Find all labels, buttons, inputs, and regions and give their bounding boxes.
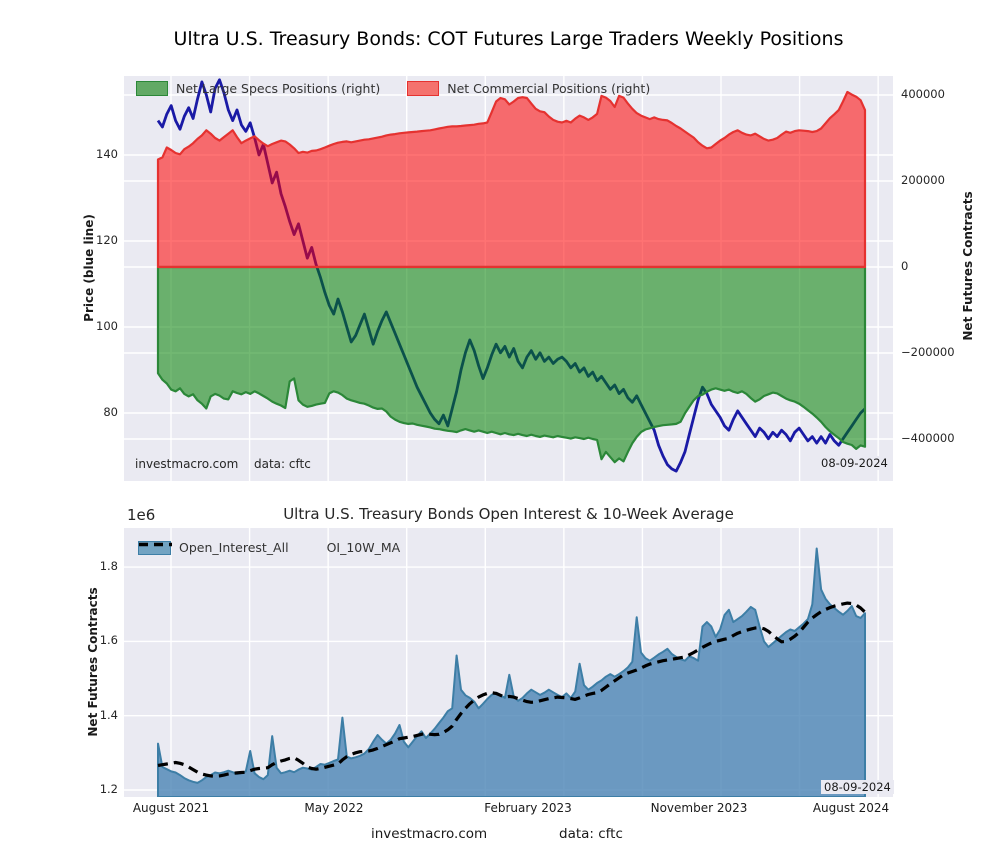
bottom-x-tick: May 2022 xyxy=(304,801,364,815)
bottom-x-tick: February 2023 xyxy=(484,801,572,815)
bottom-left-tick: 1.8 xyxy=(99,559,118,574)
top-left-axis-label: Price (blue line) xyxy=(82,214,96,322)
top-right-tick: 0 xyxy=(901,259,909,273)
bottom-legend: Open_Interest_All OI_10W_MA xyxy=(138,540,400,555)
bottom-chart-title: Ultra U.S. Treasury Bonds Open Interest … xyxy=(283,505,734,523)
legend-entry-ma: OI_10W_MA xyxy=(139,540,401,555)
legend-label-commercial: Net Commercial Positions (right) xyxy=(447,81,651,96)
bottom-chart-date: 08-09-2024 xyxy=(821,780,894,794)
legend-label-open-interest: Open_Interest_All xyxy=(179,540,289,555)
bottom-left-tick: 1.6 xyxy=(99,633,118,648)
footer-source: data: cftc xyxy=(559,826,623,842)
figure-title: Ultra U.S. Treasury Bonds: COT Futures L… xyxy=(173,28,844,50)
legend-label-ma: OI_10W_MA xyxy=(326,540,401,555)
top-right-tick: 400000 xyxy=(901,87,945,101)
top-right-tick: −400000 xyxy=(901,431,955,445)
bottom-left-tick: 1.4 xyxy=(99,707,118,722)
top-chart: Net Large Specs Positions (right) Net Co… xyxy=(124,76,893,481)
specs-swatch-icon xyxy=(136,81,168,96)
bottom-x-tick: August 2021 xyxy=(132,801,210,815)
top-chart-date: 08-09-2024 xyxy=(818,456,891,470)
top-left-tick: 120 xyxy=(96,233,118,247)
commercial-swatch-icon xyxy=(407,81,440,96)
top-left-tick: 140 xyxy=(96,147,118,161)
top-legend: Net Large Specs Positions (right) Net Co… xyxy=(136,81,650,96)
bottom-chart-plot xyxy=(124,528,893,797)
watermark-source: data: cftc xyxy=(254,457,311,471)
watermark-site: investmacro.com xyxy=(135,457,239,471)
bottom-left-tick: 1.2 xyxy=(99,782,118,796)
top-right-axis-label: Net Futures Contracts xyxy=(961,191,975,341)
axis-offset-label: 1e6 xyxy=(127,506,156,524)
footer-site: investmacro.com xyxy=(371,826,488,842)
top-chart-plot xyxy=(124,76,893,481)
bottom-x-tick: November 2023 xyxy=(650,801,748,815)
top-right-tick: −200000 xyxy=(901,345,955,359)
top-left-tick: 80 xyxy=(103,405,118,419)
legend-entry-commercial: Net Commercial Positions (right) xyxy=(407,81,650,96)
legend-entry-specs: Net Large Specs Positions (right) xyxy=(136,81,380,96)
top-left-tick: 100 xyxy=(96,319,118,333)
bottom-chart: Open_Interest_All OI_10W_MA 08-09-2024 xyxy=(124,528,894,797)
legend-label-specs: Net Large Specs Positions (right) xyxy=(176,81,381,96)
bottom-x-tick: August 2024 xyxy=(812,801,890,815)
top-right-tick: 200000 xyxy=(901,173,945,187)
